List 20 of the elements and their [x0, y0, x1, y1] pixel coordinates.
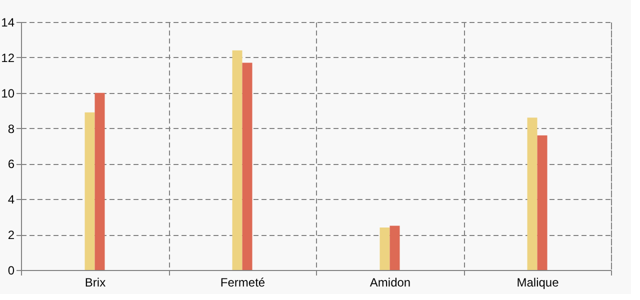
bar: [94, 92, 105, 270]
bar: [527, 118, 538, 270]
bar: [242, 62, 252, 270]
bar: [232, 50, 242, 270]
y-tick-label: 10: [1, 86, 15, 100]
x-tick-label: Fermeté: [220, 276, 266, 290]
y-tick-label: 0: [8, 264, 15, 278]
bar: [390, 226, 400, 270]
y-tick-label: 14: [1, 16, 15, 30]
bar: [537, 135, 548, 270]
y-tick-label: 2: [8, 228, 15, 242]
x-tick-label: Malique: [516, 276, 560, 290]
x-tick-label: Amidon: [370, 276, 411, 290]
x-tick-label: Brix: [84, 276, 106, 290]
bar: [380, 227, 390, 270]
y-tick-label: 8: [8, 122, 15, 136]
y-tick-label: 4: [8, 192, 15, 207]
y-tick-label: 12: [1, 50, 15, 65]
bar: [84, 112, 95, 270]
y-tick-label: 6: [8, 157, 15, 172]
